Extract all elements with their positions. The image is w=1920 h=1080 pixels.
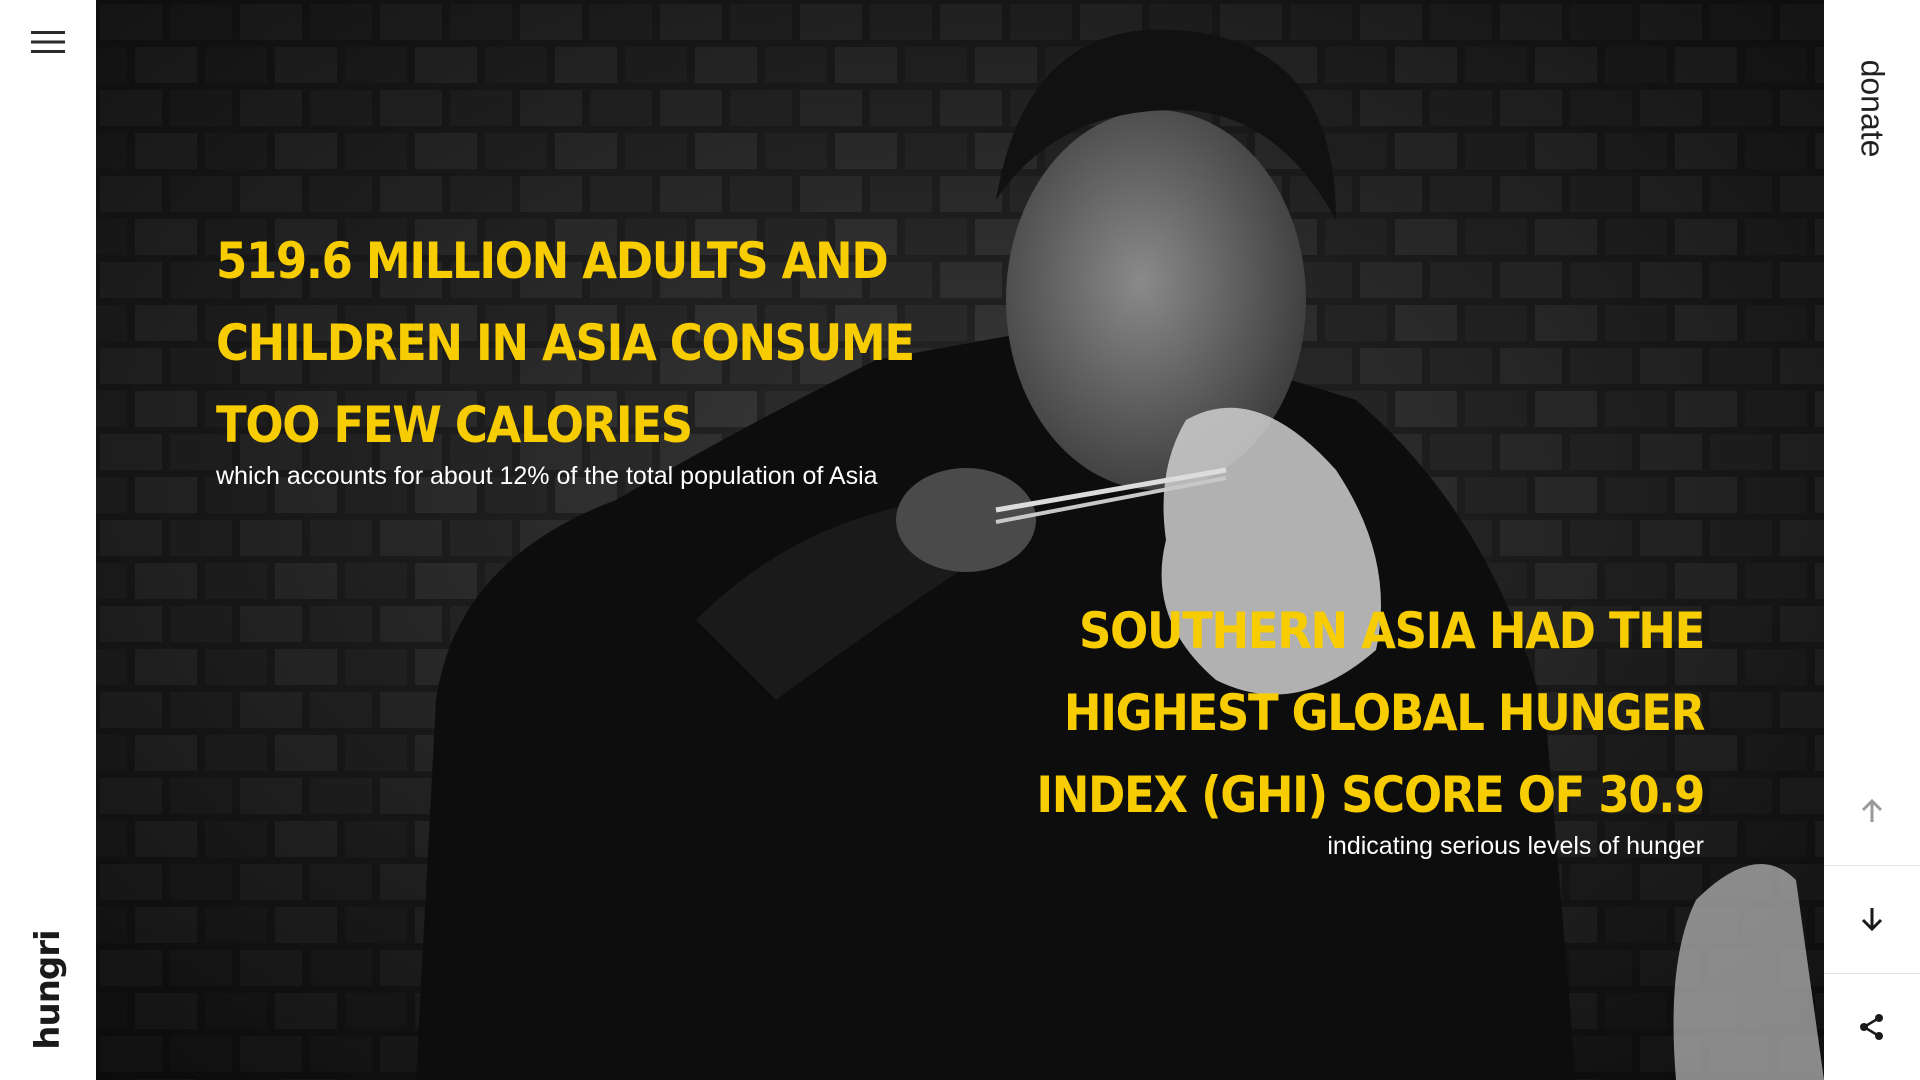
hero-section: 519.6 MILLION ADULTS AND CHILDREN IN ASI… — [96, 0, 1824, 1080]
arrow-down-icon — [1861, 908, 1883, 932]
donate-label: donate — [1854, 59, 1891, 157]
share-icon — [1860, 1014, 1883, 1040]
stat-headline: 519.6 MILLION ADULTS AND CHILDREN IN ASI… — [216, 232, 915, 454]
stat-headline: SOUTHERN ASIA HAD THE HIGHEST GLOBAL HUN… — [1036, 602, 1705, 824]
left-sidebar: hungri — [0, 0, 96, 1080]
brand-logo[interactable]: hungri — [28, 930, 68, 1050]
stat-block-2: SOUTHERN ASIA HAD THE HIGHEST GLOBAL HUN… — [904, 590, 1705, 861]
scroll-up-button[interactable] — [1824, 757, 1920, 864]
scroll-down-button[interactable] — [1824, 865, 1920, 972]
scroll-progress-track[interactable] — [1870, 316, 1873, 656]
hamburger-menu-icon — [31, 31, 65, 53]
hero-background-photo — [96, 0, 1824, 1080]
arrow-up-icon — [1861, 798, 1883, 822]
scroll-progress-fill — [1870, 316, 1873, 459]
donate-button[interactable]: donate — [1824, 0, 1920, 216]
stat-block-1: 519.6 MILLION ADULTS AND CHILDREN IN ASI… — [216, 220, 1036, 491]
stat-subtext: which accounts for about 12% of the tota… — [216, 462, 878, 490]
menu-button[interactable] — [24, 22, 72, 62]
stat-subtext: indicating serious levels of hunger — [1327, 832, 1704, 860]
share-button[interactable] — [1824, 973, 1920, 1080]
right-rail: donate — [1824, 0, 1920, 1080]
